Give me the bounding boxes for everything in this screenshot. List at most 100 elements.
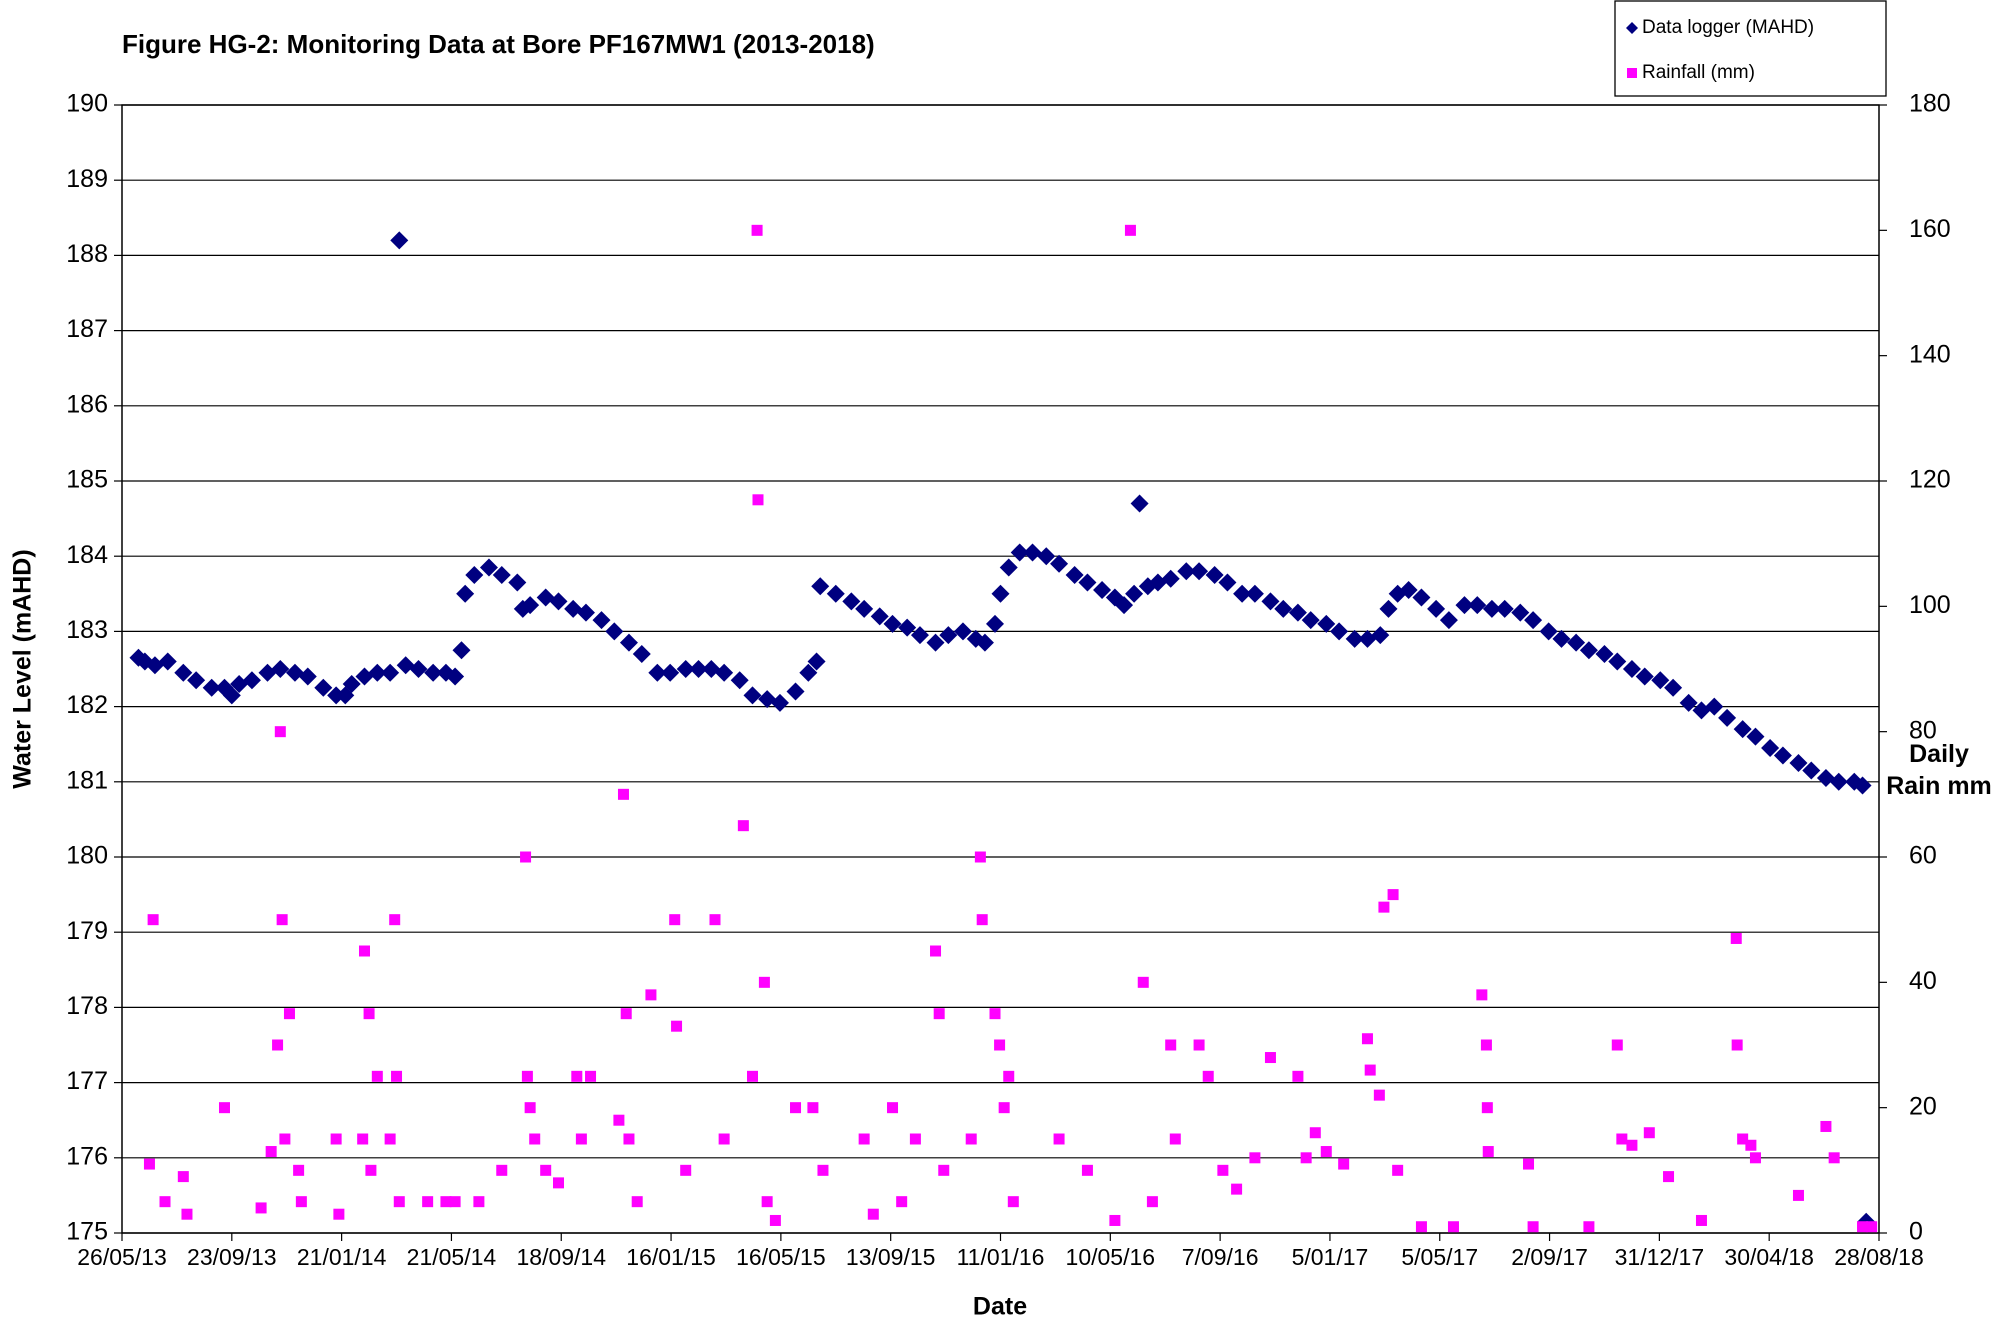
data-point bbox=[1165, 1039, 1177, 1051]
data-point bbox=[449, 1196, 461, 1208]
y2-tick-label: 20 bbox=[1909, 1092, 1937, 1120]
data-point bbox=[1439, 611, 1458, 630]
legend-label: Data logger (MAHD) bbox=[1642, 17, 1814, 38]
data-point bbox=[676, 660, 695, 678]
data-point bbox=[258, 663, 277, 682]
data-point bbox=[1635, 667, 1654, 686]
x-tick-label: 2/09/17 bbox=[1511, 1244, 1588, 1270]
data-point bbox=[1190, 562, 1209, 581]
data-point bbox=[623, 1133, 635, 1145]
data-point bbox=[479, 558, 498, 577]
data-point bbox=[1338, 1158, 1350, 1170]
data-point bbox=[1595, 644, 1614, 663]
data-point bbox=[632, 644, 651, 663]
data-point bbox=[145, 656, 164, 675]
data-point bbox=[926, 633, 945, 652]
data-point bbox=[910, 626, 929, 645]
data-point bbox=[359, 945, 371, 957]
y2-tick-label: 120 bbox=[1909, 466, 1951, 494]
data-point bbox=[393, 1196, 405, 1208]
data-point bbox=[1109, 1214, 1121, 1226]
data-point bbox=[422, 1196, 434, 1208]
data-point bbox=[1829, 772, 1848, 791]
data-point bbox=[271, 660, 290, 678]
data-point bbox=[1583, 1221, 1595, 1233]
x-tick-label: 11/01/16 bbox=[957, 1244, 1045, 1270]
y-tick-label: 181 bbox=[66, 766, 108, 794]
data-point bbox=[619, 633, 638, 652]
data-point bbox=[1643, 1127, 1655, 1139]
data-point bbox=[648, 663, 667, 682]
data-point bbox=[1345, 629, 1364, 648]
data-point bbox=[1511, 603, 1530, 622]
data-point bbox=[446, 667, 465, 686]
data-point bbox=[187, 671, 206, 690]
data-point bbox=[1749, 1152, 1761, 1164]
data-point bbox=[1169, 1133, 1181, 1145]
y-tick-label: 175 bbox=[66, 1218, 108, 1246]
data-point bbox=[965, 1133, 977, 1145]
x-tick-label: 5/01/17 bbox=[1292, 1244, 1369, 1270]
data-point bbox=[1330, 622, 1349, 641]
data-point bbox=[1476, 989, 1488, 1001]
data-point bbox=[1361, 1033, 1373, 1045]
data-point bbox=[1202, 1070, 1214, 1082]
y-tick-label: 178 bbox=[66, 992, 108, 1020]
data-point bbox=[549, 592, 568, 611]
data-point bbox=[605, 622, 624, 641]
data-point bbox=[272, 1039, 284, 1051]
data-point bbox=[994, 1039, 1006, 1051]
y-tick-label: 185 bbox=[66, 466, 108, 494]
x-tick-label: 5/05/17 bbox=[1401, 1244, 1478, 1270]
data-point bbox=[283, 1008, 295, 1020]
data-point bbox=[1292, 1070, 1304, 1082]
data-point bbox=[1481, 1102, 1493, 1114]
data-point bbox=[452, 641, 471, 660]
data-point bbox=[752, 494, 764, 506]
data-point bbox=[1007, 1196, 1019, 1208]
data-point bbox=[1093, 581, 1112, 600]
data-point bbox=[1371, 626, 1390, 645]
y-tick-label: 190 bbox=[66, 90, 108, 118]
data-point bbox=[158, 652, 177, 671]
data-point bbox=[883, 614, 902, 633]
data-point bbox=[817, 1164, 829, 1176]
data-point bbox=[807, 1102, 819, 1114]
data-point bbox=[1261, 592, 1280, 611]
data-point bbox=[870, 607, 889, 626]
data-point bbox=[737, 820, 749, 832]
data-point bbox=[1611, 1039, 1623, 1051]
data-point bbox=[790, 1102, 802, 1114]
data-point bbox=[1820, 1120, 1832, 1132]
data-point bbox=[521, 596, 540, 615]
data-point bbox=[620, 1008, 632, 1020]
legend-marker bbox=[1626, 22, 1638, 34]
data-point bbox=[1731, 1039, 1743, 1051]
y-tick-label: 187 bbox=[66, 315, 108, 343]
data-point bbox=[1692, 701, 1711, 720]
y-tick-label: 180 bbox=[66, 842, 108, 870]
data-point bbox=[242, 671, 261, 690]
data-point bbox=[1746, 727, 1765, 746]
data-point bbox=[1853, 776, 1872, 795]
data-point bbox=[1161, 569, 1180, 588]
data-point bbox=[898, 618, 917, 637]
data-point bbox=[974, 851, 986, 863]
data-point bbox=[147, 914, 159, 926]
data-point bbox=[1125, 584, 1144, 603]
data-point bbox=[571, 1070, 583, 1082]
data-point bbox=[909, 1133, 921, 1145]
y-tick-label: 177 bbox=[66, 1067, 108, 1095]
data-point bbox=[174, 663, 193, 682]
data-point bbox=[496, 1164, 508, 1176]
data-point bbox=[1233, 584, 1252, 603]
data-point bbox=[391, 1070, 403, 1082]
y2-tick-label: 160 bbox=[1909, 215, 1951, 243]
data-point bbox=[743, 686, 762, 705]
data-point bbox=[761, 1196, 773, 1208]
data-point bbox=[1718, 708, 1737, 727]
data-point bbox=[991, 584, 1010, 603]
data-point bbox=[718, 1133, 730, 1145]
y-tick-label: 189 bbox=[66, 165, 108, 193]
data-point bbox=[159, 1196, 171, 1208]
